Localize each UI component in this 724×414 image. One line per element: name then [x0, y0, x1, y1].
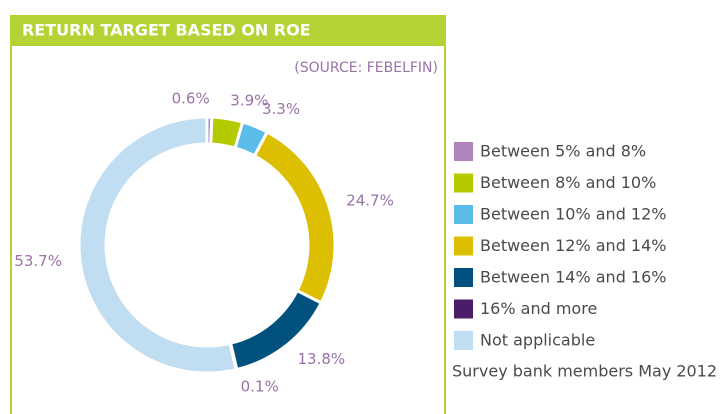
legend-swatch — [454, 299, 473, 319]
donut-slice — [252, 130, 337, 305]
chart-note: Survey bank members May 2012 — [452, 362, 717, 381]
data-label: 3.3% — [262, 100, 300, 118]
data-label: 24.7% — [346, 192, 394, 210]
legend-label: Between 10% and 12% — [480, 205, 667, 224]
chart-subtitle: (SOURCE: FEBELFIN) — [294, 60, 438, 76]
data-label: 3.9% — [230, 91, 268, 109]
chart-title: RETURN TARGET BASED ON ROE — [22, 21, 311, 40]
legend-label: Between 8% and 10% — [480, 173, 656, 192]
header-bar — [10, 15, 446, 46]
data-label: 53.7% — [14, 252, 62, 270]
legend-label: Not applicable — [480, 331, 595, 350]
legend-swatch — [454, 173, 473, 193]
legend-swatch — [454, 268, 473, 287]
legend-swatch — [454, 142, 473, 161]
legend-swatch — [454, 236, 473, 256]
data-label: 0.6% — [172, 90, 210, 108]
legend-label: Between 5% and 8% — [480, 142, 646, 161]
data-label: 13.8% — [297, 350, 345, 368]
legend-swatch — [454, 205, 473, 224]
data-label: 0.1% — [241, 378, 279, 396]
donut-slice — [77, 115, 238, 375]
legend-label: Between 14% and 16% — [480, 268, 667, 287]
legend-label: Between 12% and 14% — [480, 236, 667, 255]
legend-swatch — [454, 331, 473, 350]
legend-label: 16% and more — [480, 299, 597, 318]
